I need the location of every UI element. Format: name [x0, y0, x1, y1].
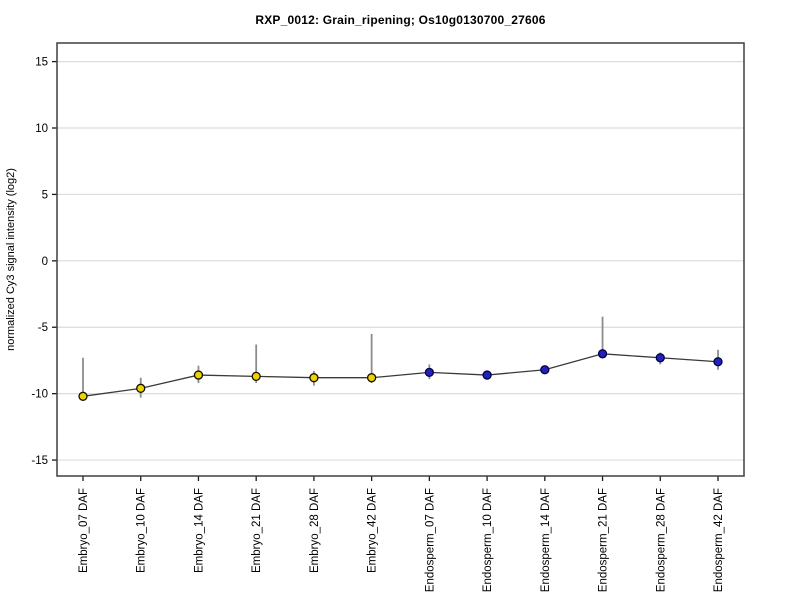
x-tick-label: Endosperm_14 DAF — [540, 488, 552, 592]
x-tick-label: Embryo_42 DAF — [367, 488, 379, 573]
chart-title: RXP_0012: Grain_ripening; Os10g0130700_2… — [255, 13, 546, 27]
y-tick-label: -10 — [31, 389, 48, 401]
data-point — [136, 383, 146, 393]
data-point — [540, 365, 550, 375]
data-point — [78, 391, 88, 401]
data-point — [655, 353, 665, 363]
x-tick-label: Endosperm_07 DAF — [424, 488, 436, 592]
x-tick-label: Embryo_07 DAF — [78, 488, 90, 573]
data-point — [482, 370, 492, 380]
y-tick-label: 0 — [42, 256, 48, 268]
y-tick-label: 10 — [35, 123, 48, 135]
data-point — [309, 373, 319, 383]
data-point — [193, 370, 204, 380]
x-tick-label: Endosperm_10 DAF — [482, 488, 494, 592]
x-tick-label: Endosperm_21 DAF — [598, 488, 610, 592]
y-tick-label: 15 — [35, 57, 48, 69]
x-tick-label: Embryo_14 DAF — [193, 488, 205, 573]
data-point — [366, 373, 377, 383]
data-point — [424, 367, 435, 378]
data-point — [251, 371, 261, 382]
x-tick-label: Endosperm_42 DAF — [713, 488, 725, 592]
y-axis-label: normalized Cy3 signal intensity (log2) — [5, 168, 17, 351]
plot-area-frame — [56, 42, 745, 477]
x-tick-label: Endosperm_28 DAF — [655, 488, 667, 592]
y-tick-label: -15 — [31, 455, 48, 467]
x-tick-label: Embryo_10 DAF — [136, 488, 148, 573]
y-tick-label: -5 — [38, 322, 48, 334]
data-point — [713, 357, 723, 367]
series-line — [82, 353, 719, 397]
data-point — [597, 349, 608, 359]
y-tick-label: 5 — [42, 189, 48, 201]
x-tick-label: Embryo_28 DAF — [309, 488, 321, 573]
x-tick-label: Embryo_21 DAF — [251, 488, 263, 573]
